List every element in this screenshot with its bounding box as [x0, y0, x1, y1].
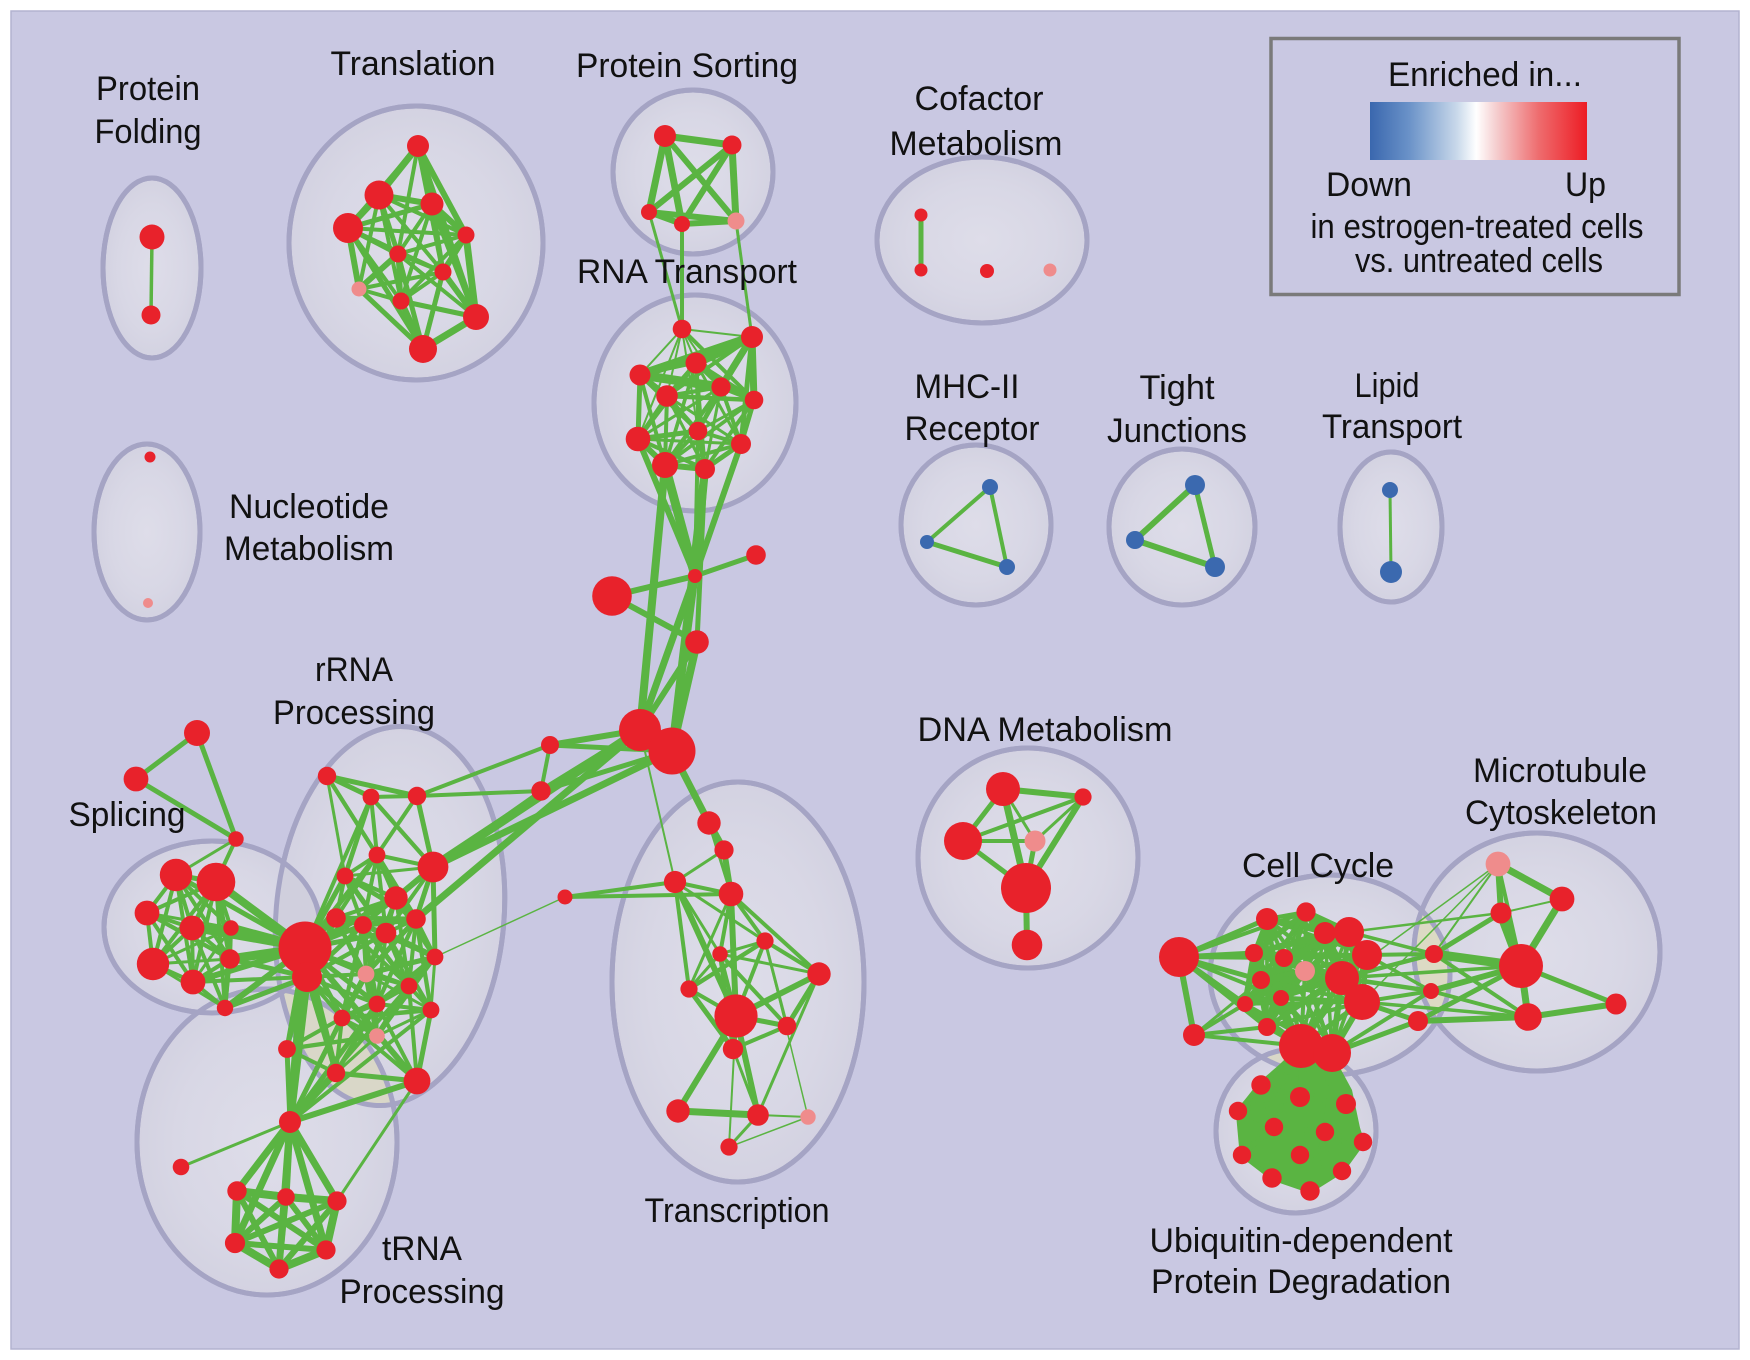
- svg-text:Ubiquitin-dependent: Ubiquitin-dependent: [1150, 1222, 1454, 1260]
- svg-text:Translation: Translation: [331, 45, 496, 83]
- svg-text:Splicing: Splicing: [69, 796, 186, 834]
- svg-text:Protein Degradation: Protein Degradation: [1151, 1263, 1451, 1301]
- svg-text:in estrogen-treated cells: in estrogen-treated cells: [1311, 208, 1644, 246]
- svg-text:Lipid: Lipid: [1355, 367, 1420, 405]
- svg-text:Receptor: Receptor: [905, 410, 1040, 448]
- svg-text:tRNA: tRNA: [382, 1230, 462, 1268]
- svg-text:Metabolism: Metabolism: [224, 530, 394, 568]
- svg-text:Microtubule: Microtubule: [1473, 752, 1647, 790]
- svg-text:Transport: Transport: [1322, 408, 1463, 446]
- svg-text:Protein: Protein: [96, 70, 200, 108]
- svg-text:Cytoskeleton: Cytoskeleton: [1465, 794, 1657, 832]
- svg-text:Metabolism: Metabolism: [890, 125, 1063, 163]
- svg-text:rRNA: rRNA: [315, 651, 393, 689]
- svg-text:Protein Sorting: Protein Sorting: [576, 47, 798, 85]
- svg-text:RNA Transport: RNA Transport: [577, 253, 798, 291]
- svg-text:Up: Up: [1565, 166, 1606, 204]
- svg-text:Folding: Folding: [95, 113, 202, 151]
- svg-text:Down: Down: [1326, 166, 1412, 204]
- svg-text:Nucleotide: Nucleotide: [229, 488, 389, 526]
- svg-text:Processing: Processing: [340, 1273, 505, 1311]
- svg-text:vs. untreated cells: vs. untreated cells: [1355, 242, 1603, 280]
- svg-text:Transcription: Transcription: [645, 1192, 830, 1230]
- svg-text:Processing: Processing: [273, 694, 435, 732]
- svg-text:MHC-II: MHC-II: [915, 368, 1020, 406]
- svg-text:DNA Metabolism: DNA Metabolism: [918, 711, 1173, 749]
- svg-text:Enriched in...: Enriched in...: [1388, 56, 1582, 94]
- svg-text:Cofactor: Cofactor: [915, 80, 1044, 118]
- svg-text:Junctions: Junctions: [1107, 412, 1247, 450]
- svg-text:Cell Cycle: Cell Cycle: [1242, 847, 1394, 885]
- svg-text:Tight: Tight: [1140, 369, 1216, 407]
